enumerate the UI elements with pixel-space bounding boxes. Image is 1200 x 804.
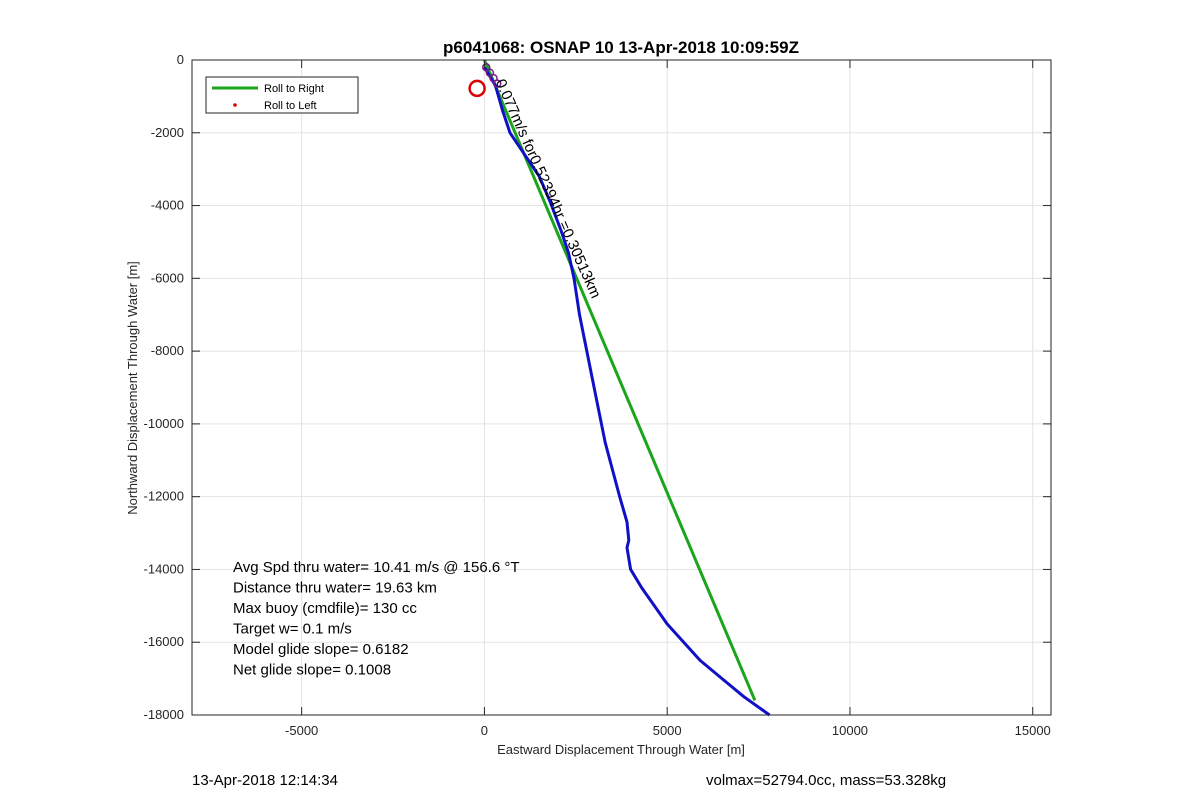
y-tick-label: -8000 — [151, 343, 184, 358]
y-tick-label: -2000 — [151, 125, 184, 140]
stats-line: Avg Spd thru water= 10.41 m/s @ 156.6 °T — [233, 559, 520, 576]
legend-swatch-dot — [233, 103, 237, 107]
y-tick-label: -12000 — [144, 489, 184, 504]
x-tick-label: 5000 — [653, 723, 682, 738]
y-tick-label: -10000 — [144, 416, 184, 431]
chart-title: p6041068: OSNAP 10 13-Apr-2018 10:09:59Z — [443, 38, 799, 57]
stats-line: Model glide slope= 0.6182 — [233, 641, 409, 658]
y-axis-label: Northward Displacement Through Water [m] — [125, 261, 140, 515]
legend-box — [205, 76, 359, 114]
x-tick-label: 0 — [481, 723, 488, 738]
stats-text-block: Avg Spd thru water= 10.41 m/s @ 156.6 °T… — [233, 559, 520, 679]
series-layer — [483, 59, 771, 717]
y-tick-label: -18000 — [144, 707, 184, 722]
y-tick-label: -14000 — [144, 561, 184, 576]
stats-line: Net glide slope= 0.1008 — [233, 662, 391, 679]
stats-line: Max buoy (cmdfile)= 130 cc — [233, 600, 417, 617]
y-tick-label: -6000 — [151, 270, 184, 285]
legend-label: Roll to Left — [264, 100, 317, 112]
footer-volmax-mass: volmax=52794.0cc, mass=53.328kg — [706, 772, 947, 789]
x-tick-label: -5000 — [285, 723, 318, 738]
x-axis-label: Eastward Displacement Through Water [m] — [497, 742, 745, 757]
legend-label: Roll to Right — [264, 83, 324, 95]
y-tick-label: -16000 — [144, 634, 184, 649]
plot-frame — [191, 59, 1052, 716]
x-tick-label: 15000 — [1015, 723, 1051, 738]
footer-timestamp: 13-Apr-2018 12:14:34 — [192, 772, 338, 789]
y-tick-label: -4000 — [151, 198, 184, 213]
y-tick-label: 0 — [177, 52, 184, 67]
stats-line: Distance thru water= 19.63 km — [233, 580, 437, 597]
legend: Roll to Right Roll to Left — [205, 76, 359, 114]
purple-marker — [492, 79, 502, 88]
stats-line: Target w= 0.1 m/s — [233, 621, 352, 638]
series-line-blue — [483, 66, 771, 717]
x-tick-label: 10000 — [832, 723, 868, 738]
red-circle-marker — [468, 79, 486, 98]
axis-ticks: -5000 0 5000 10000 15000 0 -2000 -4000 -6000 -800… — [144, 52, 1051, 738]
series-line-green — [483, 59, 757, 701]
